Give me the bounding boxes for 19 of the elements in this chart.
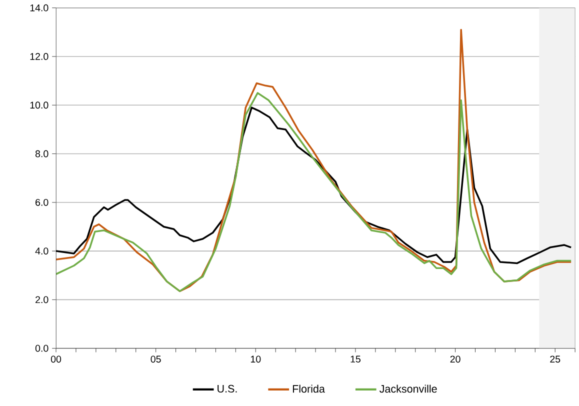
legend-label: Florida [292,384,325,393]
x-tick-label: 05 [150,356,161,363]
y-tick-label: 14.0 [30,4,48,12]
y-tick-label: 6.0 [36,198,48,206]
legend-label: U.S. [218,384,237,392]
y-tick-label: 0.0 [35,344,48,352]
line-series [56,28,572,292]
x-tick-label: 20 [450,356,460,363]
x-tick-label: 00 [50,356,62,363]
x-tick-label: 10 [250,356,261,363]
y-tick-label: 4.0 [35,247,48,254]
y-tick-label: 8.0 [35,150,48,158]
legend-label: Jacksonville [380,384,437,393]
y-tick-label: 10.0 [30,102,48,108]
x-tick-label: 25 [550,356,560,363]
y-tick-label: 2.0 [36,296,48,304]
x-tick-label: 15 [350,356,360,362]
line-series [56,92,572,292]
y-tick-label: 12.0 [30,52,48,60]
